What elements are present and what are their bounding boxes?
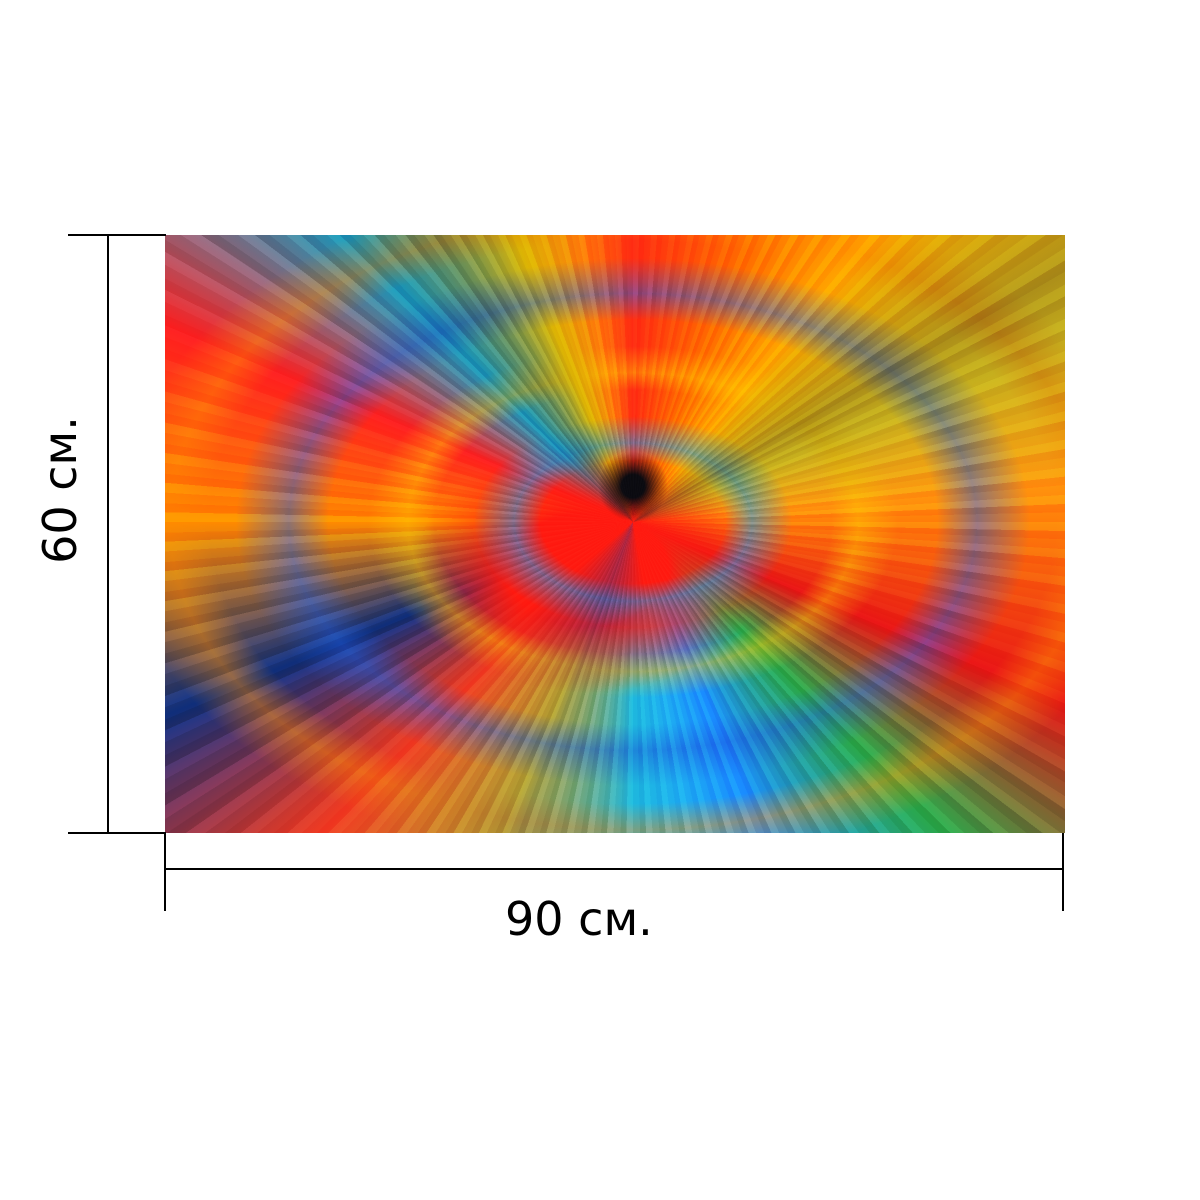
width-label: 90 см. xyxy=(505,892,653,946)
artwork-color-rings xyxy=(165,235,1065,833)
height-label: 60 см. xyxy=(33,416,87,564)
height-top-tick xyxy=(68,234,166,236)
artwork-radial-rays xyxy=(165,235,1065,833)
artwork-dark-streaks xyxy=(165,235,1065,833)
width-dimension-line xyxy=(164,868,1064,870)
width-left-tick xyxy=(164,833,166,911)
height-dimension-line xyxy=(107,234,109,834)
height-bottom-tick xyxy=(68,832,166,834)
artwork-image xyxy=(165,235,1065,833)
width-right-tick xyxy=(1062,833,1064,911)
